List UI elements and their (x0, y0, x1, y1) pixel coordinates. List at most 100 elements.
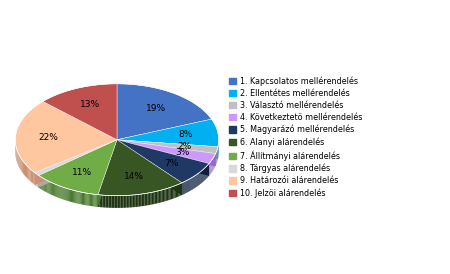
Polygon shape (29, 168, 31, 182)
Text: 2%: 2% (178, 142, 192, 151)
Polygon shape (42, 177, 43, 190)
Polygon shape (47, 180, 48, 193)
Polygon shape (193, 177, 194, 189)
Polygon shape (35, 140, 117, 185)
Polygon shape (198, 173, 199, 185)
Polygon shape (191, 178, 192, 190)
Polygon shape (19, 155, 20, 169)
Polygon shape (117, 119, 219, 147)
Text: 14%: 14% (124, 172, 144, 181)
Polygon shape (46, 180, 47, 192)
Polygon shape (114, 196, 116, 208)
Polygon shape (163, 189, 164, 202)
Polygon shape (25, 164, 26, 177)
Polygon shape (177, 184, 178, 197)
Polygon shape (146, 193, 148, 206)
Polygon shape (73, 190, 74, 203)
Polygon shape (32, 170, 33, 184)
Polygon shape (117, 140, 218, 159)
Polygon shape (197, 174, 198, 186)
Polygon shape (48, 181, 49, 193)
Polygon shape (175, 185, 176, 198)
Polygon shape (62, 187, 63, 199)
Polygon shape (50, 182, 51, 195)
Polygon shape (70, 189, 71, 202)
Polygon shape (108, 195, 110, 208)
Polygon shape (183, 182, 184, 195)
Polygon shape (142, 194, 143, 206)
Polygon shape (164, 189, 166, 201)
Polygon shape (74, 190, 75, 203)
Polygon shape (15, 101, 117, 173)
Polygon shape (171, 187, 172, 199)
Text: 3%: 3% (175, 148, 189, 157)
Polygon shape (101, 195, 103, 207)
Polygon shape (117, 140, 209, 183)
Polygon shape (189, 179, 190, 191)
Polygon shape (44, 179, 45, 192)
Polygon shape (65, 188, 66, 200)
Polygon shape (24, 162, 25, 176)
Polygon shape (117, 140, 209, 176)
Polygon shape (117, 140, 216, 164)
Polygon shape (39, 140, 117, 188)
Polygon shape (105, 195, 107, 208)
Polygon shape (22, 160, 23, 173)
Polygon shape (51, 182, 52, 195)
Polygon shape (98, 140, 117, 207)
Polygon shape (122, 196, 124, 208)
Polygon shape (184, 181, 185, 194)
Polygon shape (119, 196, 121, 208)
Polygon shape (84, 193, 85, 205)
Polygon shape (18, 154, 19, 167)
Polygon shape (39, 140, 117, 188)
Polygon shape (66, 188, 67, 201)
Polygon shape (181, 183, 182, 196)
Polygon shape (167, 188, 168, 201)
Polygon shape (17, 150, 18, 163)
Polygon shape (126, 195, 128, 208)
Polygon shape (144, 193, 146, 206)
Polygon shape (40, 176, 41, 189)
Polygon shape (117, 140, 216, 166)
Polygon shape (153, 192, 154, 204)
Polygon shape (117, 196, 119, 208)
Polygon shape (187, 180, 188, 193)
Polygon shape (160, 190, 162, 203)
Polygon shape (154, 192, 156, 204)
Polygon shape (194, 176, 195, 188)
Polygon shape (41, 177, 42, 190)
Polygon shape (186, 180, 187, 193)
Polygon shape (95, 195, 97, 207)
Polygon shape (156, 191, 157, 204)
Polygon shape (124, 196, 125, 208)
Polygon shape (54, 184, 55, 196)
Polygon shape (131, 195, 133, 207)
Polygon shape (60, 186, 61, 199)
Polygon shape (117, 140, 218, 159)
Polygon shape (98, 195, 99, 207)
Polygon shape (121, 196, 122, 208)
Polygon shape (152, 192, 153, 205)
Polygon shape (185, 181, 186, 193)
Polygon shape (113, 196, 114, 208)
Polygon shape (130, 195, 131, 207)
Polygon shape (75, 191, 76, 203)
Text: 11%: 11% (72, 168, 92, 177)
Polygon shape (69, 189, 70, 202)
Polygon shape (49, 181, 50, 194)
Polygon shape (67, 189, 68, 201)
Polygon shape (168, 188, 170, 200)
Polygon shape (180, 183, 181, 196)
Polygon shape (117, 140, 218, 154)
Polygon shape (55, 184, 56, 197)
Polygon shape (176, 185, 177, 198)
Polygon shape (52, 183, 53, 195)
Polygon shape (90, 194, 91, 206)
Polygon shape (88, 193, 89, 206)
Polygon shape (94, 194, 95, 207)
Polygon shape (39, 140, 117, 195)
Polygon shape (178, 184, 180, 197)
Polygon shape (82, 192, 83, 205)
Polygon shape (104, 195, 105, 207)
